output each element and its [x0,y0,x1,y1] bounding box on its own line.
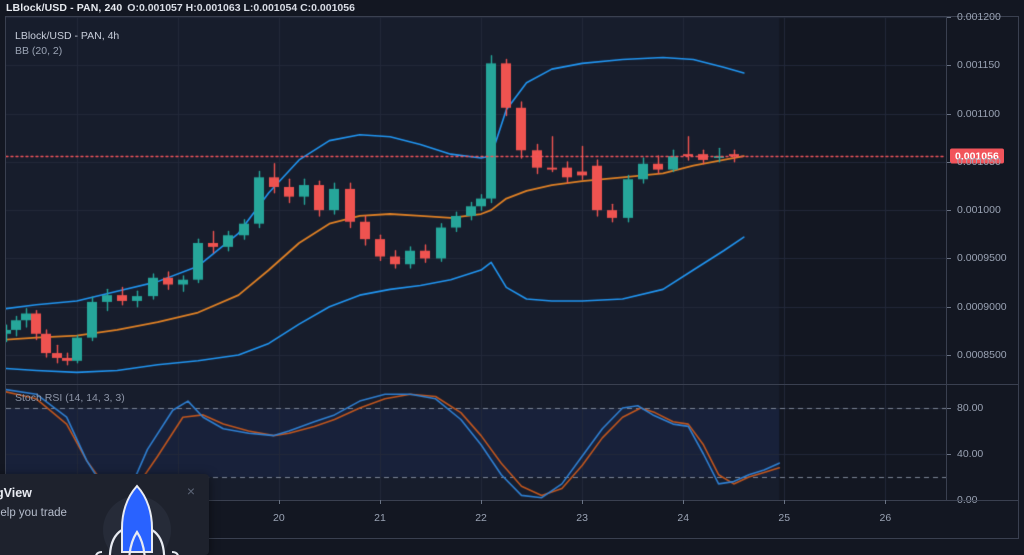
stoch-axis-tick [947,408,951,409]
time-axis-tick [481,500,483,504]
price-axis-label: 0.0009000 [957,300,1007,313]
time-axis-tick [885,500,887,504]
stoch-axis-label: 80.00 [957,402,984,414]
ticker-header-bar: LBlock/USD - PAN, 240 O:0.001057 H:0.001… [0,0,1024,16]
stoch-axis-tick [947,454,951,455]
time-axis-label: 23 [576,512,588,524]
price-axis[interactable]: 0.001056 0.001200 0.001150 0.001100 0.00105… [946,11,1019,506]
time-axis-label: 24 [677,512,690,524]
rocket-illustration-icon [95,484,179,555]
price-axis-label: 0.001200 [957,11,1001,23]
time-axis-label: 20 [273,512,285,524]
price-axis-tick [947,65,951,67]
price-axis-label: 0.001050 [957,155,1001,168]
current-price-tag: 0.001056 [950,148,1004,164]
time-axis-label: 21 [374,512,386,524]
price-axis-tick [947,17,951,18]
price-axis-label: 0.001100 [957,107,1001,120]
price-axis-label: 0.0008500 [957,349,1007,362]
price-axis-tick [947,113,951,115]
stoch-axis-label: 40.00 [957,448,984,460]
price-axis-label: 0.001000 [957,204,1001,217]
price-axis-tick [947,306,951,308]
price-axis-tick [947,210,951,212]
price-axis-label: 0.001150 [957,59,1001,72]
price-axis-tick [947,161,951,163]
tradingview-promo-popup[interactable]: gView help you trade × [0,474,209,555]
promo-title: gView [0,486,32,500]
time-axis-tick [278,500,280,504]
chart-frame: LBlock/USD - PAN, 4h BB (20, 2) Stoch RS… [5,11,1019,539]
price-axis-label: 0.0009500 [957,252,1007,265]
ohlc-values-label: O:0.001057 H:0.001063 L:0.001054 C:0.001… [127,2,355,14]
time-axis-label: 25 [778,512,791,524]
time-axis-tick [379,500,381,504]
time-axis-label: 26 [879,512,892,524]
price-candlestick-canvas[interactable] [6,17,946,384]
price-axis-tick [947,355,951,357]
close-icon[interactable]: × [186,483,196,499]
price-chart-pane[interactable]: LBlock/USD - PAN, 4h BB (20, 2) [6,17,946,384]
ticker-symbol-label: LBlock/USD - PAN, 240 [6,2,123,14]
price-axis-tick [947,258,951,260]
promo-subtitle: help you trade [0,507,67,519]
time-axis-separator [6,500,1018,501]
time-axis-tick [582,500,584,504]
time-axis-label: 22 [475,512,487,524]
time-axis-tick [784,500,786,504]
time-axis-tick [683,500,685,504]
pane-divider [6,384,1018,385]
